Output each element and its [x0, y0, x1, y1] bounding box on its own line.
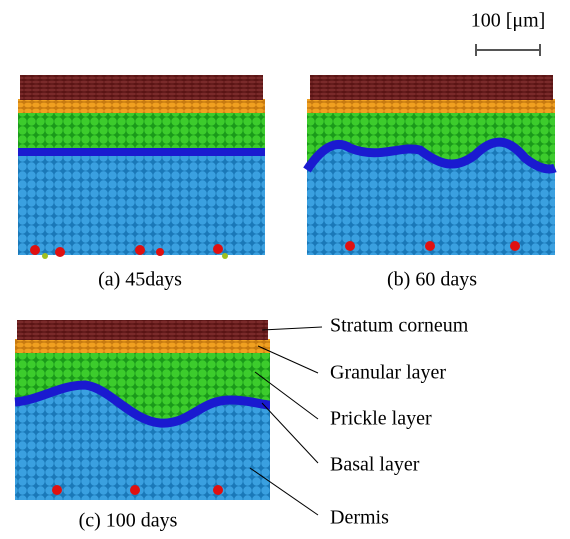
layer-label: Prickle layer	[330, 408, 432, 430]
leader-lines	[249, 326, 323, 516]
layer-label: Stratum corneum	[330, 315, 469, 337]
panel-caption: (b) 60 days	[387, 269, 477, 291]
scale-bar-label: 100 [μm]	[471, 10, 546, 32]
panel-a	[18, 75, 265, 259]
panel-caption: (c) 100 days	[79, 510, 178, 532]
panel-b	[303, 75, 557, 255]
layer-label: Granular layer	[330, 362, 446, 384]
layer-label: Dermis	[330, 507, 389, 529]
layer-label: Basal layer	[330, 454, 420, 476]
scale-bar	[475, 44, 541, 56]
panel-c	[14, 320, 271, 500]
panel-caption: (a) 45days	[98, 269, 182, 291]
